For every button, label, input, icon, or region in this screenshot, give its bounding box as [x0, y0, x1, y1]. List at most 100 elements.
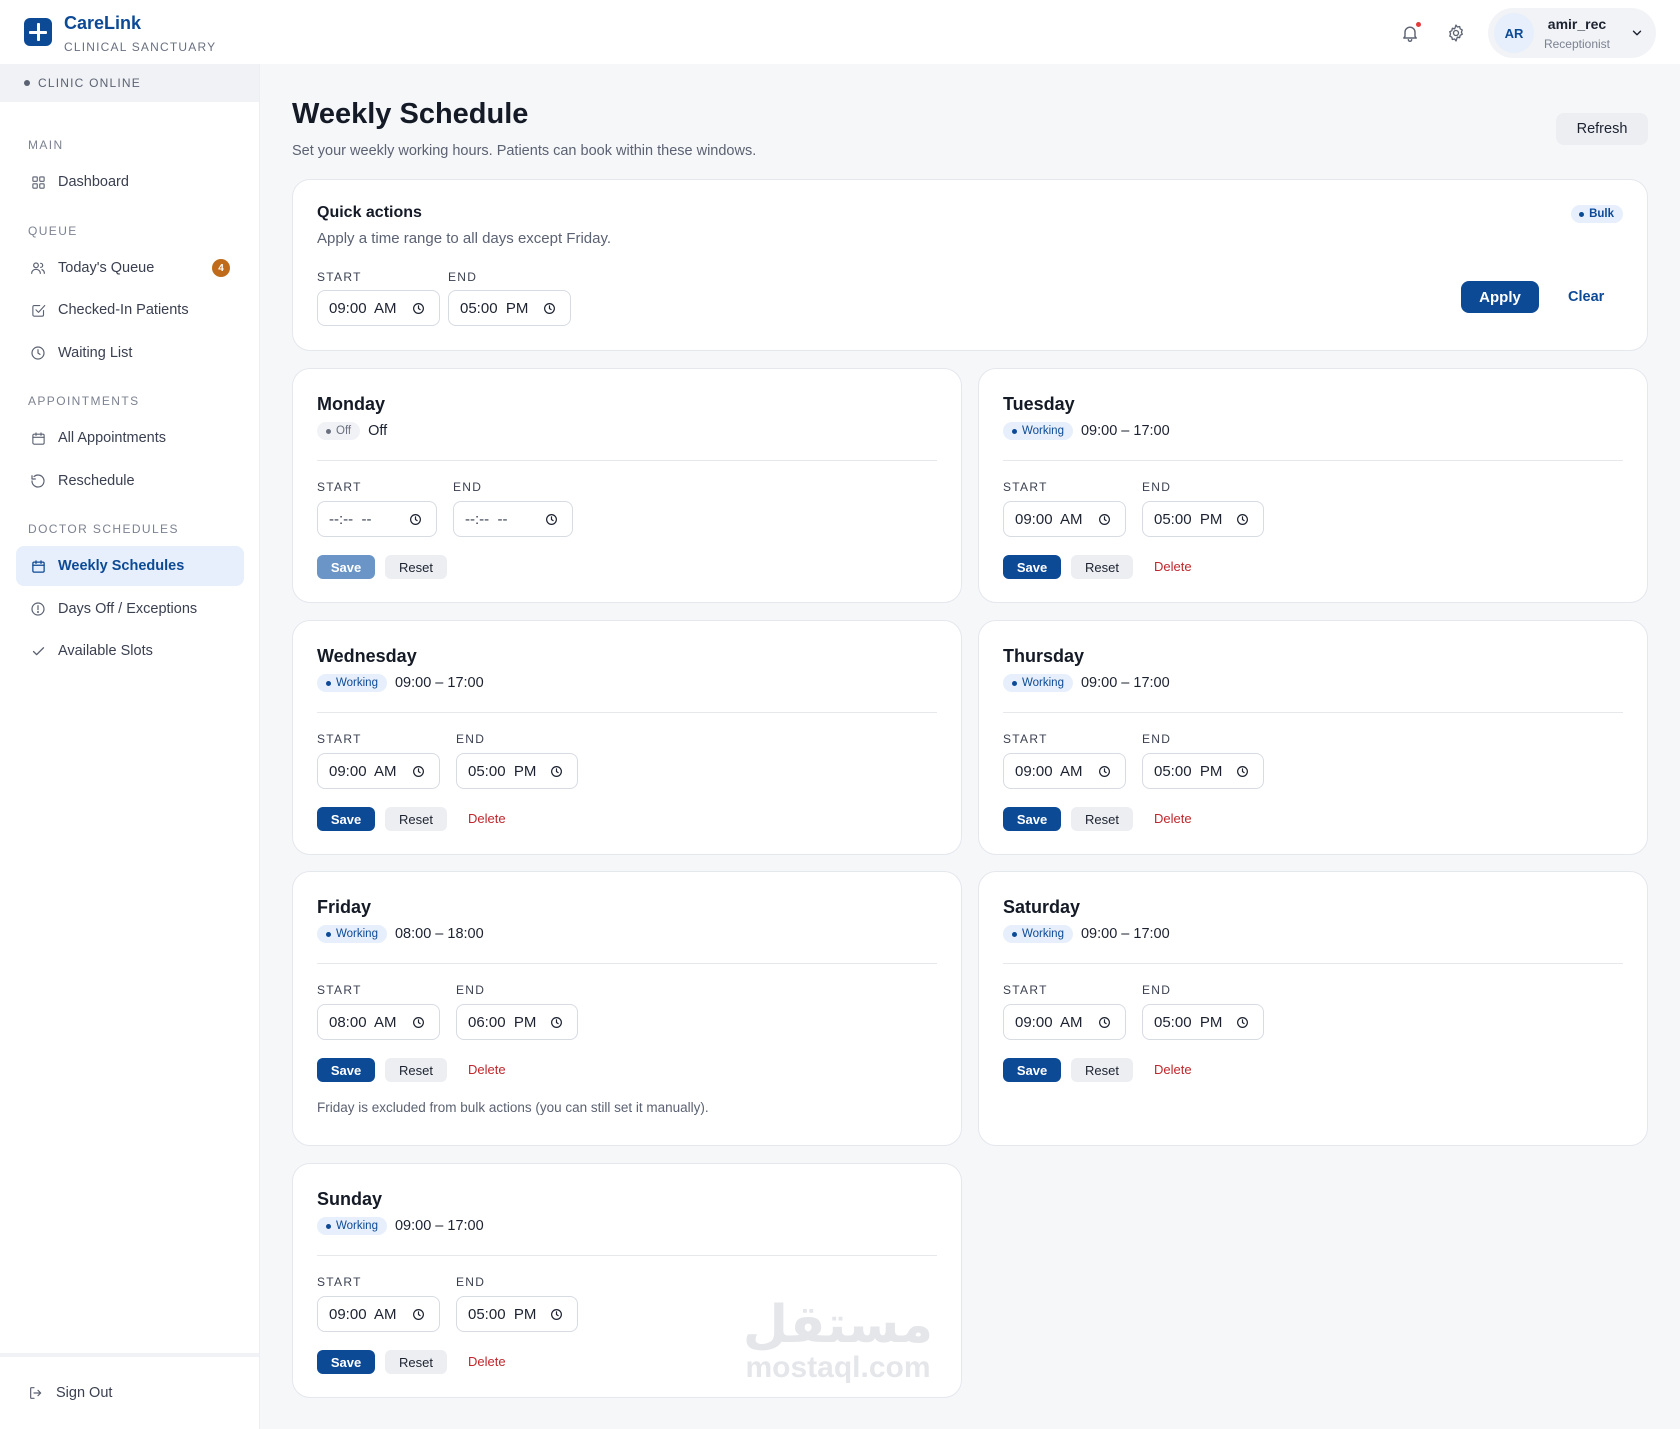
end-label: END	[453, 480, 483, 494]
clock-icon	[551, 1308, 562, 1320]
clinic-status: CLINIC ONLINE	[0, 64, 259, 102]
status-label: Working	[336, 677, 378, 689]
reset-button[interactable]: Reset	[1071, 807, 1133, 831]
start-time-input[interactable]: 09:00 AM	[1003, 753, 1126, 789]
delete-button[interactable]: Delete	[468, 1062, 506, 1077]
save-button[interactable]: Save	[317, 807, 375, 831]
sidebar-item-label: Checked-In Patients	[58, 302, 189, 318]
start-time-input[interactable]: 09:00 AM	[317, 1296, 440, 1332]
calendar-icon	[30, 558, 46, 574]
reset-button[interactable]: Reset	[385, 1058, 447, 1082]
notifications-button[interactable]	[1396, 19, 1424, 47]
end-time-input[interactable]: 05:00 PM	[1142, 1004, 1264, 1040]
bulk-start-time-input[interactable]: 09:00 AM	[317, 290, 440, 326]
start-label: START	[317, 732, 362, 746]
reset-button[interactable]: Reset	[385, 555, 447, 579]
delete-button[interactable]: Delete	[468, 1354, 506, 1369]
reset-button[interactable]: Reset	[385, 1350, 447, 1374]
nav-section-appointments: APPOINTMENTS	[28, 394, 140, 408]
clock-icon	[1237, 1016, 1248, 1028]
sidebar: CLINIC ONLINE MAIN Dashboard QUEUE Today…	[0, 64, 260, 1429]
status-label: Working	[1022, 425, 1064, 437]
hours-summary: 09:00 – 17:00	[394, 675, 484, 691]
reset-button[interactable]: Reset	[1071, 1058, 1133, 1082]
sign-out-icon	[30, 1387, 42, 1399]
save-button[interactable]: Save	[317, 1350, 375, 1374]
user-menu[interactable]: AR amir_rec Receptionist	[1487, 8, 1656, 58]
sidebar-item-label: Dashboard	[58, 174, 129, 190]
delete-button[interactable]: Delete	[1154, 811, 1192, 826]
sidebar-item-available-slots[interactable]: Available Slots	[16, 631, 244, 671]
clock-icon	[546, 513, 557, 525]
status-label: Off	[336, 425, 352, 437]
sidebar-item-todays-queue[interactable]: Today's Queue 4	[16, 248, 244, 288]
alert-circle-icon	[30, 601, 46, 617]
save-button[interactable]: Save	[1003, 807, 1061, 831]
bell-icon	[1402, 26, 1417, 42]
start-label: START	[1003, 732, 1048, 746]
day-name: Saturday	[1003, 897, 1081, 917]
end-time-input[interactable]: 05:00 PM	[456, 1296, 578, 1332]
end-time-input[interactable]: 05:00 PM	[1142, 753, 1264, 789]
start-time-input[interactable]: 09:00 AM	[1003, 501, 1126, 537]
sidebar-item-all-appointments[interactable]: All Appointments	[16, 418, 244, 458]
start-label: START	[1003, 480, 1048, 494]
day-name: Friday	[317, 897, 372, 917]
start-time-input[interactable]: --:-- --	[317, 501, 437, 537]
sidebar-item-weekly-schedules[interactable]: Weekly Schedules	[16, 546, 244, 586]
delete-button[interactable]: Delete	[468, 811, 506, 826]
hours-summary: 09:00 – 17:00	[394, 1218, 484, 1234]
start-time-input[interactable]: 08:00 AM	[317, 1004, 440, 1040]
save-button[interactable]: Save	[1003, 1058, 1061, 1082]
sidebar-item-days-off[interactable]: Days Off / Exceptions	[16, 589, 244, 629]
clock-icon	[413, 1016, 424, 1028]
sign-out-button[interactable]: Sign Out	[0, 1353, 259, 1429]
time-value: 06:00 PM	[468, 1013, 537, 1031]
calendar-icon	[30, 430, 46, 446]
status-badge: Working	[317, 1217, 387, 1235]
nav-section-queue: QUEUE	[28, 224, 78, 238]
start-time-input[interactable]: 09:00 AM	[1003, 1004, 1126, 1040]
save-button[interactable]: Save	[317, 555, 375, 579]
end-time-input[interactable]: 06:00 PM	[456, 1004, 578, 1040]
delete-button[interactable]: Delete	[1154, 1062, 1192, 1077]
chevron-down-icon	[1632, 30, 1642, 36]
day-name: Tuesday	[1003, 394, 1075, 414]
user-role: Receptionist	[1543, 36, 1610, 51]
reset-button[interactable]: Reset	[385, 807, 447, 831]
sidebar-item-waiting-list[interactable]: Waiting List	[16, 333, 244, 373]
clock-icon	[544, 302, 555, 314]
day-name: Wednesday	[317, 646, 417, 666]
sidebar-item-reschedule[interactable]: Reschedule	[16, 461, 244, 501]
save-button[interactable]: Save	[1003, 555, 1061, 579]
users-icon	[30, 260, 46, 276]
end-time-input[interactable]: 05:00 PM	[456, 753, 578, 789]
start-time-input[interactable]: 09:00 AM	[317, 753, 440, 789]
end-time-input[interactable]: 05:00 PM	[1142, 501, 1264, 537]
day-card-thursday: Thursday Working 09:00 – 17:00 START END…	[978, 620, 1648, 855]
sidebar-item-dashboard[interactable]: Dashboard	[16, 162, 244, 202]
day-card-sunday: Sunday Working 09:00 – 17:00 START END 0…	[292, 1163, 962, 1398]
clock-icon	[1099, 1016, 1110, 1028]
apply-button[interactable]: Apply	[1461, 281, 1539, 313]
queue-count-badge: 4	[212, 259, 230, 277]
divider	[1003, 460, 1623, 461]
refresh-button[interactable]: Refresh	[1556, 113, 1648, 145]
clock-icon	[410, 513, 421, 525]
bulk-end-time-input[interactable]: 05:00 PM	[448, 290, 571, 326]
check-square-icon	[30, 302, 46, 318]
reset-button[interactable]: Reset	[1071, 555, 1133, 579]
delete-button[interactable]: Delete	[1154, 559, 1192, 574]
time-value: 05:00 PM	[1154, 510, 1223, 528]
save-button[interactable]: Save	[317, 1058, 375, 1082]
day-name: Monday	[317, 394, 386, 414]
sidebar-item-checked-in[interactable]: Checked-In Patients	[16, 290, 244, 330]
settings-button[interactable]	[1442, 19, 1470, 47]
avatar: AR	[1493, 13, 1534, 53]
brand[interactable]: CareLink CLINICAL SANCTUARY	[24, 12, 216, 54]
end-time-input[interactable]: --:-- --	[453, 501, 573, 537]
sign-out-label: Sign Out	[56, 1385, 113, 1401]
clock-icon	[413, 1308, 424, 1320]
clear-button[interactable]: Clear	[1568, 289, 1605, 305]
sidebar-item-label: Available Slots	[58, 643, 153, 659]
